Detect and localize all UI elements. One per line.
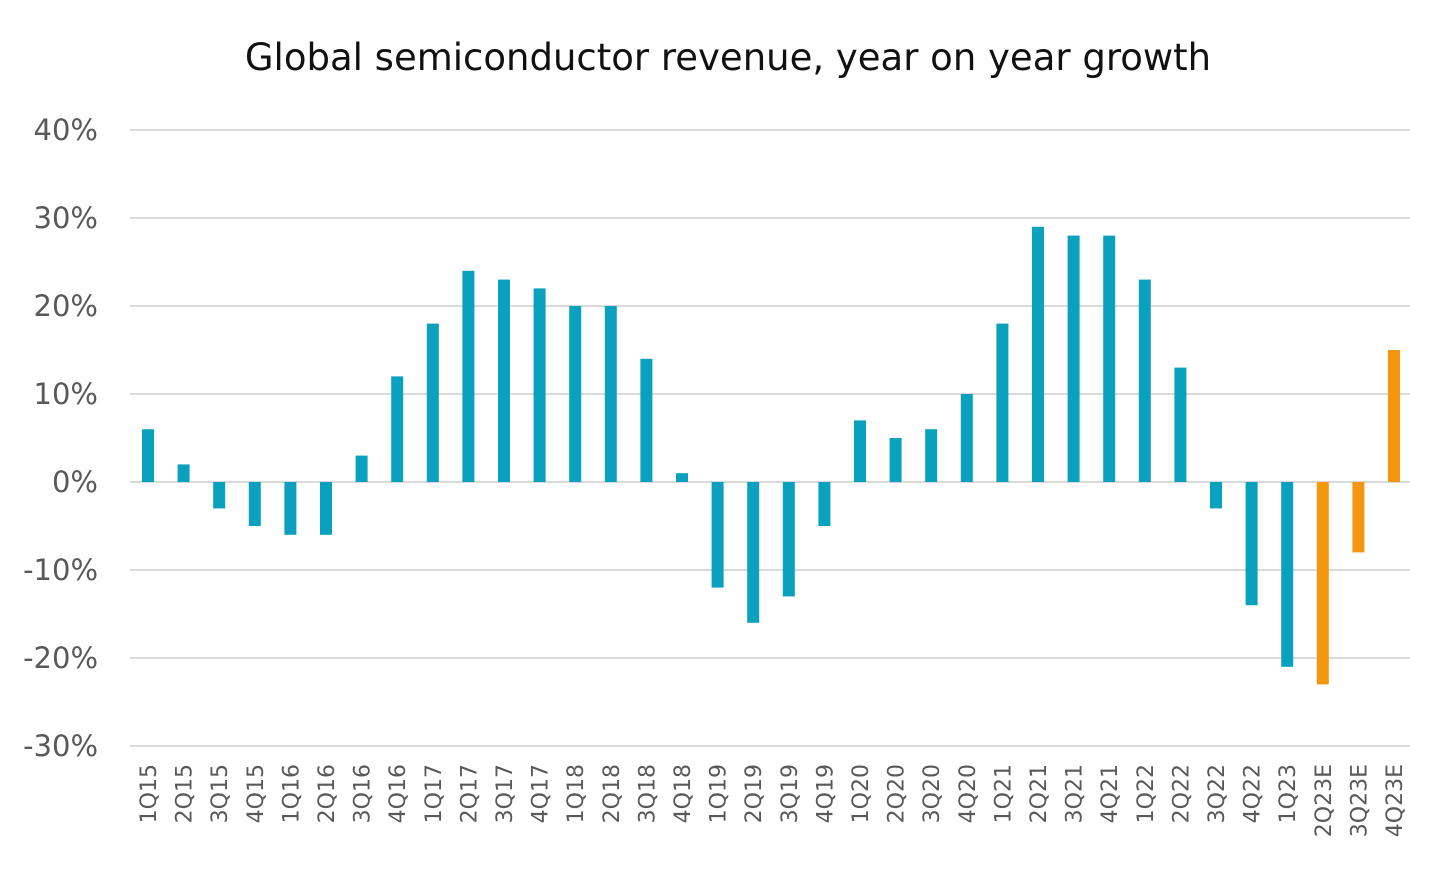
x-tick-label: 4Q18 <box>671 764 696 823</box>
x-tick-label: 2Q17 <box>457 764 482 823</box>
bar-2q20 <box>889 438 902 482</box>
bar-1q15 <box>142 429 154 482</box>
x-tick-label: 1Q17 <box>422 764 447 823</box>
bar-4q16 <box>391 376 404 482</box>
bar-3q19 <box>782 482 795 597</box>
x-tick-label: 1Q15 <box>137 764 162 823</box>
bar-1q18 <box>569 306 582 482</box>
chart-title: Global semiconductor revenue, year on ye… <box>245 36 1211 79</box>
bar-2q21 <box>1032 226 1044 482</box>
x-tick-label: 3Q18 <box>635 764 660 823</box>
x-tick-label: 1Q22 <box>1134 764 1159 823</box>
bar-2q22 <box>1174 367 1187 482</box>
bar-1q20 <box>854 420 866 482</box>
bar-3q22 <box>1210 482 1222 509</box>
x-tick-label: 3Q21 <box>1063 764 1088 823</box>
y-tick-label: 0% <box>52 465 98 499</box>
bar-4q17 <box>533 288 546 482</box>
bar-2q16 <box>320 482 332 535</box>
x-tick-label: 4Q20 <box>956 764 981 823</box>
x-tick-label: 1Q18 <box>564 764 589 823</box>
bar-1q22 <box>1138 279 1151 482</box>
x-tick-label: 2Q15 <box>173 764 198 823</box>
x-axis: 1Q15 2Q15 3Q15 4Q15 1Q16 2Q16 3Q16 4Q16 1Q17 2Q17… <box>137 764 1408 837</box>
bar-4q22 <box>1245 482 1258 606</box>
y-axis: 40% 30% 20% 10% 0% -10% -20% -30% <box>23 113 98 763</box>
bar-2q18 <box>604 306 617 482</box>
y-tick-label: 20% <box>34 289 98 323</box>
x-tick-label: 2Q19 <box>742 764 767 823</box>
x-tick-label: 1Q16 <box>279 764 304 823</box>
x-tick-label: 2Q21 <box>1027 764 1052 823</box>
x-tick-label: 4Q22 <box>1241 764 1266 823</box>
x-tick-label: 4Q21 <box>1098 764 1123 823</box>
x-tick-label: 1Q19 <box>707 764 732 823</box>
bar-4q18 <box>676 473 688 482</box>
y-tick-label: 30% <box>34 201 98 235</box>
x-tick-label: 2Q23E <box>1312 764 1337 837</box>
x-tick-label: 2Q22 <box>1169 764 1194 823</box>
bar-3q20 <box>925 429 938 482</box>
bars <box>142 226 1400 685</box>
x-tick-label: 4Q23E <box>1383 764 1408 837</box>
x-tick-label: 2Q18 <box>600 764 625 823</box>
x-tick-label: 3Q23E <box>1347 764 1372 837</box>
x-tick-label: 4Q19 <box>813 764 838 823</box>
x-tick-label: 1Q23 <box>1276 764 1301 823</box>
x-tick-label: 1Q21 <box>991 764 1016 823</box>
bar-4q23e <box>1388 350 1400 482</box>
bar-3q23e <box>1352 482 1365 553</box>
bar-1q16 <box>284 482 297 535</box>
y-tick-label: -20% <box>23 641 98 675</box>
x-tick-label: 3Q20 <box>920 764 945 823</box>
bar-3q16 <box>355 455 368 482</box>
bar-2q23e <box>1316 482 1329 685</box>
x-tick-label: 3Q19 <box>778 764 803 823</box>
bar-2q15 <box>177 464 190 482</box>
x-tick-label: 4Q15 <box>244 764 269 823</box>
bar-4q19 <box>818 482 831 526</box>
y-tick-label: 40% <box>34 113 98 147</box>
bar-3q21 <box>1067 235 1080 482</box>
bar-2q19 <box>747 482 760 623</box>
bar-1q19 <box>711 482 724 588</box>
y-tick-label: 10% <box>34 377 98 411</box>
x-tick-label: 3Q16 <box>351 764 376 823</box>
x-tick-label: 3Q17 <box>493 764 518 823</box>
x-tick-label: 2Q16 <box>315 764 340 823</box>
bar-4q15 <box>248 482 261 526</box>
bar-2q17 <box>462 270 475 482</box>
bar-1q23 <box>1281 482 1294 667</box>
bar-3q15 <box>213 482 226 509</box>
x-tick-label: 3Q22 <box>1205 764 1230 823</box>
bar-3q18 <box>640 358 653 482</box>
bar-1q17 <box>426 323 439 482</box>
x-tick-label: 4Q16 <box>386 764 411 823</box>
bar-4q20 <box>960 394 973 482</box>
x-tick-label: 1Q20 <box>849 764 874 823</box>
x-tick-label: 4Q17 <box>529 764 554 823</box>
x-tick-label: 2Q20 <box>885 764 910 823</box>
bar-4q21 <box>1103 235 1116 482</box>
bar-1q21 <box>996 323 1009 482</box>
bar-3q17 <box>498 279 510 482</box>
y-tick-label: -10% <box>23 553 98 587</box>
gridlines <box>130 129 1410 747</box>
x-tick-label: 3Q15 <box>208 764 233 823</box>
y-tick-label: -30% <box>23 729 98 763</box>
